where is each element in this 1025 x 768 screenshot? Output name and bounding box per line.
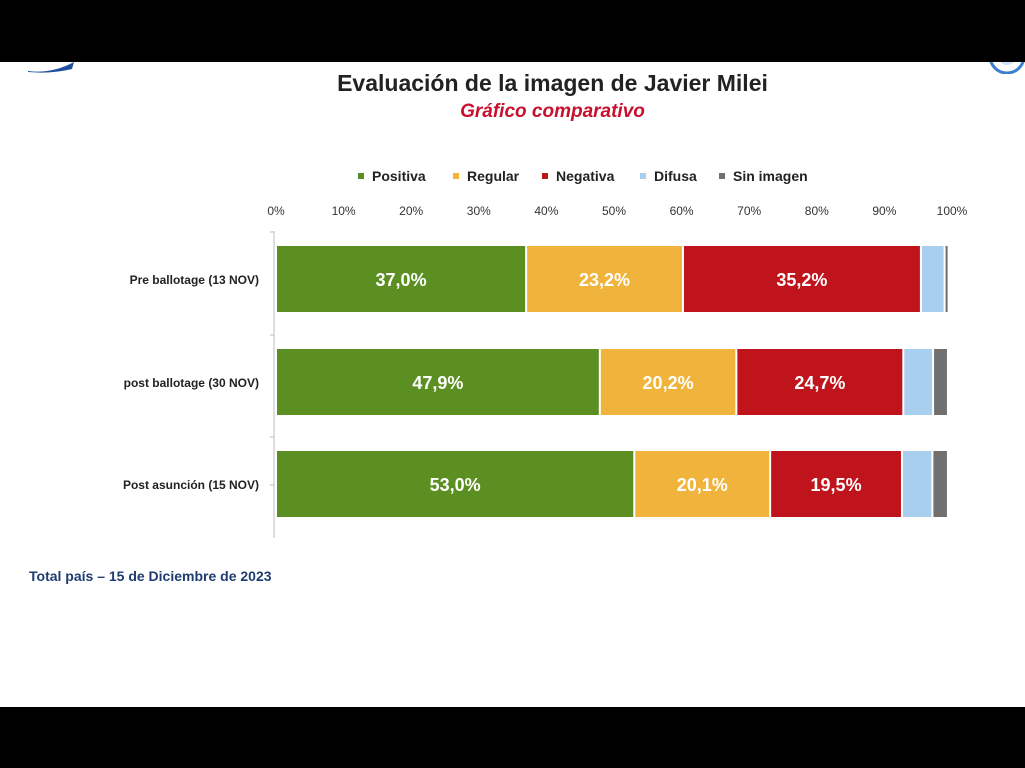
data-label-regular: 23,2% xyxy=(579,270,630,290)
data-label-positiva: 53,0% xyxy=(430,475,481,495)
category-label: post ballotage (30 NOV) xyxy=(124,376,259,390)
data-label-regular: 20,2% xyxy=(643,373,694,393)
chart-title: Evaluación de la imagen de Javier Milei xyxy=(337,70,768,96)
bar-regular xyxy=(635,451,770,517)
bar-sin-imagen xyxy=(933,451,947,517)
stacked-bar-chart: Positiva Regular Negativa Difusa Sin imagen … xyxy=(123,168,968,538)
x-tick-label: 40% xyxy=(534,204,558,218)
data-label-positiva: 47,9% xyxy=(412,373,463,393)
data-label-negativa: 24,7% xyxy=(794,373,845,393)
x-tick-label: 90% xyxy=(872,204,896,218)
data-label-negativa: 35,2% xyxy=(776,270,827,290)
logo-left xyxy=(28,62,74,73)
bar-regular xyxy=(600,349,736,415)
bar-sin-imagen xyxy=(934,349,947,415)
x-tick-label: 50% xyxy=(602,204,626,218)
category-label: Pre ballotage (13 NOV) xyxy=(130,273,259,287)
bar-negativa xyxy=(771,451,901,517)
legend-swatch-negativa xyxy=(542,173,548,179)
x-tick-label: 20% xyxy=(399,204,423,218)
legend-swatch-sin-imagen xyxy=(719,173,725,179)
legend-swatch-regular xyxy=(453,173,459,179)
bar-difusa xyxy=(904,349,933,415)
x-tick-label: 80% xyxy=(805,204,829,218)
footer-note: Total país – 15 de Diciembre de 2023 xyxy=(29,568,272,584)
legend-label-positiva: Positiva xyxy=(372,168,426,184)
bars: 37,0% 23,2% 35,2% 47,9% 20,2% 24,7% 53,0% 20,1%… xyxy=(277,246,948,517)
x-tick-label: 30% xyxy=(467,204,491,218)
category-label: Post asunción (15 NOV) xyxy=(123,478,259,492)
category-labels: Pre ballotage (13 NOV) post ballotage (30… xyxy=(123,273,259,492)
legend-label-difusa: Difusa xyxy=(654,168,697,184)
bar-positiva xyxy=(277,349,599,415)
bar-difusa xyxy=(921,246,944,312)
logo-right xyxy=(989,62,1025,74)
bar-difusa xyxy=(902,451,932,517)
legend-label-regular: Regular xyxy=(467,168,520,184)
bar-positiva xyxy=(277,246,526,312)
data-label-positiva: 37,0% xyxy=(376,270,427,290)
slide: Evaluación de la imagen de Javier Milei … xyxy=(0,62,1025,707)
bar-sin-imagen xyxy=(945,246,948,312)
legend-swatch-positiva xyxy=(358,173,364,179)
bar-negativa xyxy=(683,246,920,312)
chart-subtitle: Gráfico comparativo xyxy=(460,101,645,122)
bar-negativa xyxy=(737,349,903,415)
bar-regular xyxy=(527,246,682,312)
data-label-negativa: 19,5% xyxy=(811,475,862,495)
x-tick-label: 100% xyxy=(937,204,968,218)
legend-label-negativa: Negativa xyxy=(556,168,615,184)
data-label-regular: 20,1% xyxy=(677,475,728,495)
x-axis: 0% 10% 20% 30% 40% 50% 60% 70% 80% 90% 100% xyxy=(267,204,968,538)
legend: Positiva Regular Negativa Difusa Sin imagen xyxy=(358,168,808,184)
x-tick-label: 10% xyxy=(332,204,356,218)
x-tick-label: 70% xyxy=(737,204,761,218)
x-tick-label: 0% xyxy=(267,204,285,218)
bar-positiva xyxy=(277,451,634,517)
legend-swatch-difusa xyxy=(640,173,646,179)
x-tick-label: 60% xyxy=(670,204,694,218)
legend-label-sin-imagen: Sin imagen xyxy=(733,168,808,184)
